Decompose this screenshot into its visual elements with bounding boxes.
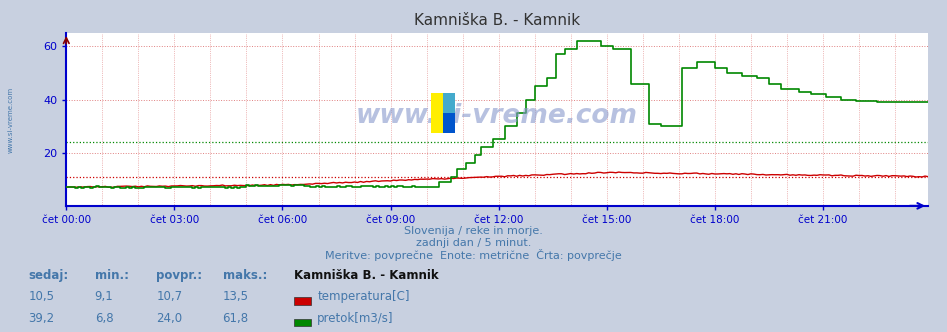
- Text: 6,8: 6,8: [95, 312, 114, 325]
- Text: 10,7: 10,7: [156, 290, 183, 303]
- Text: maks.:: maks.:: [223, 269, 267, 282]
- Title: Kamniška B. - Kamnik: Kamniška B. - Kamnik: [414, 13, 581, 28]
- Text: 24,0: 24,0: [156, 312, 183, 325]
- Bar: [431, 93, 443, 133]
- Bar: [443, 113, 455, 133]
- Text: www.si-vreme.com: www.si-vreme.com: [8, 86, 13, 153]
- Text: Meritve: povprečne  Enote: metrične  Črta: povprečje: Meritve: povprečne Enote: metrične Črta:…: [325, 249, 622, 261]
- Text: sedaj:: sedaj:: [28, 269, 69, 282]
- Text: zadnji dan / 5 minut.: zadnji dan / 5 minut.: [416, 238, 531, 248]
- Bar: [443, 93, 455, 113]
- Text: 9,1: 9,1: [95, 290, 114, 303]
- Text: Kamniška B. - Kamnik: Kamniška B. - Kamnik: [294, 269, 438, 282]
- Text: 13,5: 13,5: [223, 290, 248, 303]
- Text: min.:: min.:: [95, 269, 129, 282]
- Text: Slovenija / reke in morje.: Slovenija / reke in morje.: [404, 226, 543, 236]
- Text: www.si-vreme.com: www.si-vreme.com: [356, 103, 638, 129]
- Text: povpr.:: povpr.:: [156, 269, 203, 282]
- Text: 39,2: 39,2: [28, 312, 55, 325]
- Text: pretok[m3/s]: pretok[m3/s]: [317, 312, 394, 325]
- Text: temperatura[C]: temperatura[C]: [317, 290, 410, 303]
- Text: 10,5: 10,5: [28, 290, 54, 303]
- Text: 61,8: 61,8: [223, 312, 249, 325]
